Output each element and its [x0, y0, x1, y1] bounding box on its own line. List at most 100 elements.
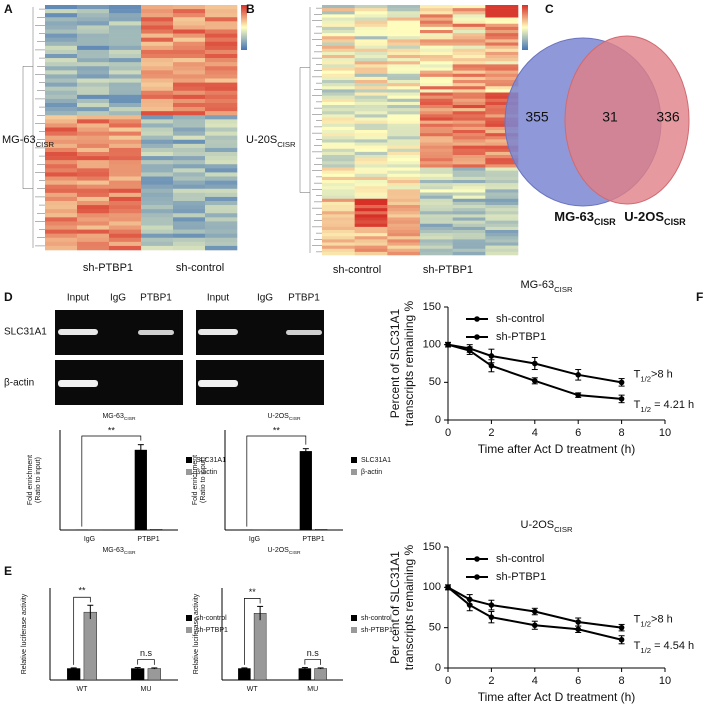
panel-label: A [4, 2, 13, 16]
heatmap-cell [77, 82, 110, 87]
y-axis-label: Percent of SLC31A1 [388, 308, 402, 418]
heatmap-cell [387, 223, 421, 228]
heatmap-cell [141, 209, 174, 214]
heatmap-cell [322, 39, 355, 43]
heatmap-cell [420, 242, 453, 246]
colorbar [241, 5, 247, 50]
heatmap-cell [173, 176, 206, 181]
legend-marker [474, 574, 480, 580]
heatmap-cell [205, 196, 238, 202]
heatmap-cell [387, 158, 421, 162]
label-part: = 4.54 h [651, 640, 694, 652]
heatmap-cell [141, 192, 174, 198]
heatmap-cell [452, 245, 486, 250]
heatmap-cell [452, 201, 486, 206]
heatmap-cell [205, 94, 238, 100]
heatmap-cell [485, 111, 519, 115]
chart-title: MG-63CISR [102, 413, 136, 422]
heatmap-cell [173, 5, 206, 10]
heatmap-cell [485, 226, 519, 231]
heatmap-cell [45, 180, 78, 185]
heatmap-cell [173, 152, 206, 157]
label-part: MG-63 [521, 279, 555, 291]
heatmap-cell [141, 119, 174, 124]
heatmap-cell [45, 139, 78, 145]
heatmap-cell [485, 161, 519, 165]
heatmap-cell [420, 198, 453, 203]
heatmap-cell [173, 237, 206, 243]
heatmap-cell [45, 17, 78, 22]
heatmap-cell [109, 115, 142, 120]
heatmap-cell [322, 76, 355, 81]
legend-swatch [186, 627, 192, 633]
heatmap-cell [452, 61, 486, 65]
heatmap-cell [77, 17, 110, 22]
heatmap-cell [322, 123, 355, 128]
heatmap-cell [141, 139, 174, 145]
heatmap-cell [45, 237, 78, 243]
heatmap-cell [387, 76, 421, 81]
heatmap-cell [141, 131, 174, 136]
heatmap-cell [452, 236, 486, 240]
label-part: U-2OS [521, 519, 555, 531]
heatmap-cell [387, 23, 421, 28]
heatmap-cell [141, 13, 174, 18]
heatmap-cell [77, 160, 110, 165]
heatmap-cell [45, 41, 78, 47]
heatmap-cell [173, 90, 206, 96]
heatmap-cell [141, 74, 174, 79]
heatmap-cell [322, 14, 355, 18]
heatmap-cell [420, 145, 453, 150]
heatmap-cell [173, 103, 206, 108]
heatmap-cell [45, 156, 78, 161]
heatmap-cell [205, 152, 238, 157]
heatmap-cell [485, 98, 519, 103]
heatmap-cell [387, 17, 421, 21]
heatmap-cell [77, 156, 110, 161]
label-part: 1/2 [640, 619, 651, 628]
heatmap-cell [387, 208, 421, 212]
data-point [532, 378, 538, 384]
heatmap-cell [45, 66, 78, 71]
row-label: β-actin [4, 378, 34, 389]
heatmap-cell [485, 183, 519, 187]
heatmap-cell [141, 33, 174, 38]
heatmap-cell [45, 37, 78, 43]
heatmap-cell [109, 29, 142, 34]
heatmap-cell [322, 73, 355, 78]
heatmap-cell [354, 101, 388, 106]
heatmap-cell [322, 86, 355, 90]
heatmap-cell [45, 62, 78, 67]
heatmap-cell [420, 183, 453, 187]
heatmap-cell [109, 70, 142, 75]
heatmap-cell [485, 95, 519, 100]
heatmap-cell [420, 20, 453, 25]
heatmap-cell [452, 17, 486, 21]
heatmap-cell [354, 95, 388, 100]
heatmap-cell [387, 151, 421, 156]
gel-band [198, 329, 238, 335]
heatmap-cell [173, 156, 206, 161]
heatmap-cell [173, 41, 206, 47]
heatmap-cell [485, 14, 519, 18]
heatmap-cell [141, 188, 174, 194]
significance-label: n.s [140, 648, 153, 658]
heatmap-cell [109, 143, 142, 149]
heatmap-cell [322, 120, 355, 125]
heatmap-cell [45, 90, 78, 96]
heatmap-cell [77, 103, 110, 108]
heatmap-cell [387, 217, 421, 221]
heatmap-cell [485, 83, 519, 87]
heatmap-cell [205, 90, 238, 96]
heatmap-cell [109, 152, 142, 157]
label-part: MG-63 [2, 134, 36, 146]
heatmap-cell [420, 42, 453, 46]
heatmap-cell [420, 189, 453, 193]
heatmap-cell [173, 119, 206, 124]
heatmap-cell [141, 172, 174, 177]
heatmap-cell [109, 94, 142, 100]
heatmap-cell [485, 223, 519, 228]
y-tick-label: 150 [423, 301, 441, 313]
heatmap-cell [354, 8, 388, 12]
heatmap-cell [452, 95, 486, 100]
